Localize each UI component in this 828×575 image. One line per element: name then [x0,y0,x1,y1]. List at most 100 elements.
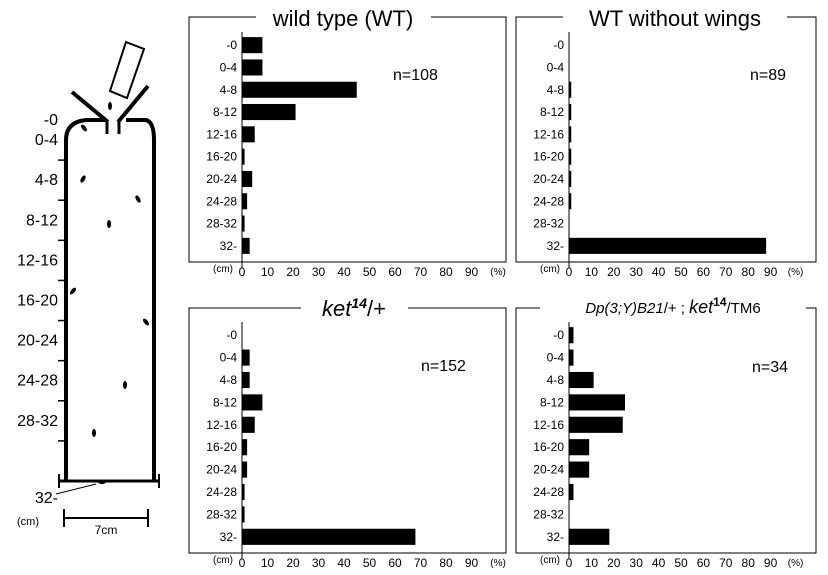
x-tick-label: 0 [239,556,246,570]
bar [242,170,253,187]
column-height-marks: -0 0-4 4-8 8-12 12-16 16-20 20-24 24-28 28-32 32- [17,112,68,507]
column-height-label: 8-12 [26,212,58,229]
title-gene: ket [689,297,714,317]
y-tick-label: 28-32 [533,507,564,521]
x-tick-label: 10 [261,556,275,570]
bar-chart-wt-without-wings: -0 0-4 4-8 8-12 12-16 16-20 20-24 24-28 28-32 32-… [533,32,803,279]
bottom-label-leader [55,483,97,495]
panel-wt-without-wings: WT without wings n=89 -0 0-4 4-8 8-12 12-16 1… [515,6,817,279]
column-height-label: 0-4 [35,132,58,149]
sample-size-label: n=152 [421,358,466,375]
x-tick-label: 30 [312,265,326,279]
x-tick-label: 30 [630,265,644,279]
bar [242,416,255,433]
x-tick-label: 60 [388,556,402,570]
y-tick-label: 8-12 [213,395,237,409]
bar-chart-wild-type: -0 0-4 4-8 8-12 12-16 16-20 20-24 24-28 28-32 32-… [206,32,506,279]
panel-title: WT without wings [589,6,761,31]
x-tick-label: 90 [465,556,479,570]
bar [242,37,263,54]
title-allele-superscript: 14 [713,295,727,309]
y-tick-label: 20-24 [533,172,564,186]
title-allele-superscript: 14 [351,295,367,311]
y-tick-label: 12-16 [206,418,237,432]
y-unit-label: (cm) [213,555,233,566]
x-tick-label: 70 [719,265,733,279]
bar [242,528,416,545]
y-tick-label: 28-32 [533,217,564,231]
x-tick-label: 50 [674,265,688,279]
fly [81,124,87,132]
fly [107,220,111,228]
bar [569,394,625,411]
x-tick-label: 10 [261,265,275,279]
x-tick-label: 60 [697,265,711,279]
x-tick-label: 60 [697,556,711,570]
bar [569,349,574,366]
fly [92,429,96,437]
y-tick-label: 4-8 [547,373,565,387]
bar [569,126,572,143]
y-tick-label: 16-20 [533,440,564,454]
y-tick-label: 32- [547,530,564,544]
bar [242,349,250,366]
title-duplication: Dp(3;Y)B21 [585,300,663,317]
panel-frame [188,16,507,263]
x-tick-label: 30 [630,556,644,570]
bar [242,439,248,456]
y-tick-label: 4-8 [220,373,238,387]
x-tick-label: 20 [286,556,300,570]
bar-chart-dp-ket14: -0 0-4 4-8 8-12 12-16 16-20 20-24 24-28 28-32 32-… [533,322,803,570]
x-tick-label: 70 [719,556,733,570]
x-tick-label: 20 [607,556,621,570]
bar [242,483,245,501]
climbing-column-diagram: -0 0-4 4-8 8-12 12-16 16-20 20-24 24-28 28-32 32-… [17,40,160,537]
bar [242,237,250,254]
y-tick-label: 0-4 [547,60,565,74]
panel-title: wild type (WT) [272,6,414,31]
y-tick-label: 16-20 [533,150,564,164]
y-tick-label: 4-8 [547,83,565,97]
bar [569,371,594,389]
fly [143,318,149,326]
y-unit-label: (cm) [540,555,560,566]
y-tick-label: 28-32 [206,507,237,521]
y-tick-label: 16-20 [206,150,237,164]
x-tick-label: 70 [414,265,428,279]
y-tick-label: 32- [220,530,237,544]
x-tick-label: 50 [674,556,688,570]
title-balancer: /TM6 [727,300,761,317]
bar [242,215,245,232]
x-unit-label: (%) [490,558,506,569]
funnel-right [116,84,150,124]
column-height-label: 20-24 [17,333,58,350]
x-tick-label: 20 [286,265,300,279]
scale-bar-label: 7cm [95,523,118,537]
y-tick-label: 4-8 [220,83,238,97]
y-tick-label: 28-32 [206,217,237,231]
fly [135,195,141,203]
y-tick-label: -0 [553,38,564,52]
y-tick-label: 16-20 [206,440,237,454]
y-tick-label: 20-24 [206,172,237,186]
fly [123,381,127,389]
bar [242,59,263,76]
x-tick-label: 0 [239,265,246,279]
panel-title: ket14/+ [322,295,386,321]
column-height-label: 24-28 [17,373,58,390]
bar [242,193,248,210]
panel-title: Dp(3;Y)B21/+ ; ket14/TM6 [585,295,760,317]
bar [569,237,767,254]
panel-dp-ket14: Dp(3;Y)B21/+ ; ket14/TM6 n=34 -0 0-4 4-8 8-… [515,295,817,570]
bar [242,506,245,523]
bar [569,193,572,210]
x-unit-label: (%) [490,267,506,278]
y-tick-label: 8-12 [540,395,564,409]
x-tick-label: 90 [764,265,778,279]
bar [569,81,572,98]
column-height-label: 16-20 [17,293,58,310]
x-unit-label: (%) [788,267,804,278]
y-tick-label: 8-12 [540,105,564,119]
panel-ket14: ket14/+ n=152 -0 0-4 4-8 8-12 12-16 16-20 20-2… [188,295,507,570]
bar [569,327,574,344]
